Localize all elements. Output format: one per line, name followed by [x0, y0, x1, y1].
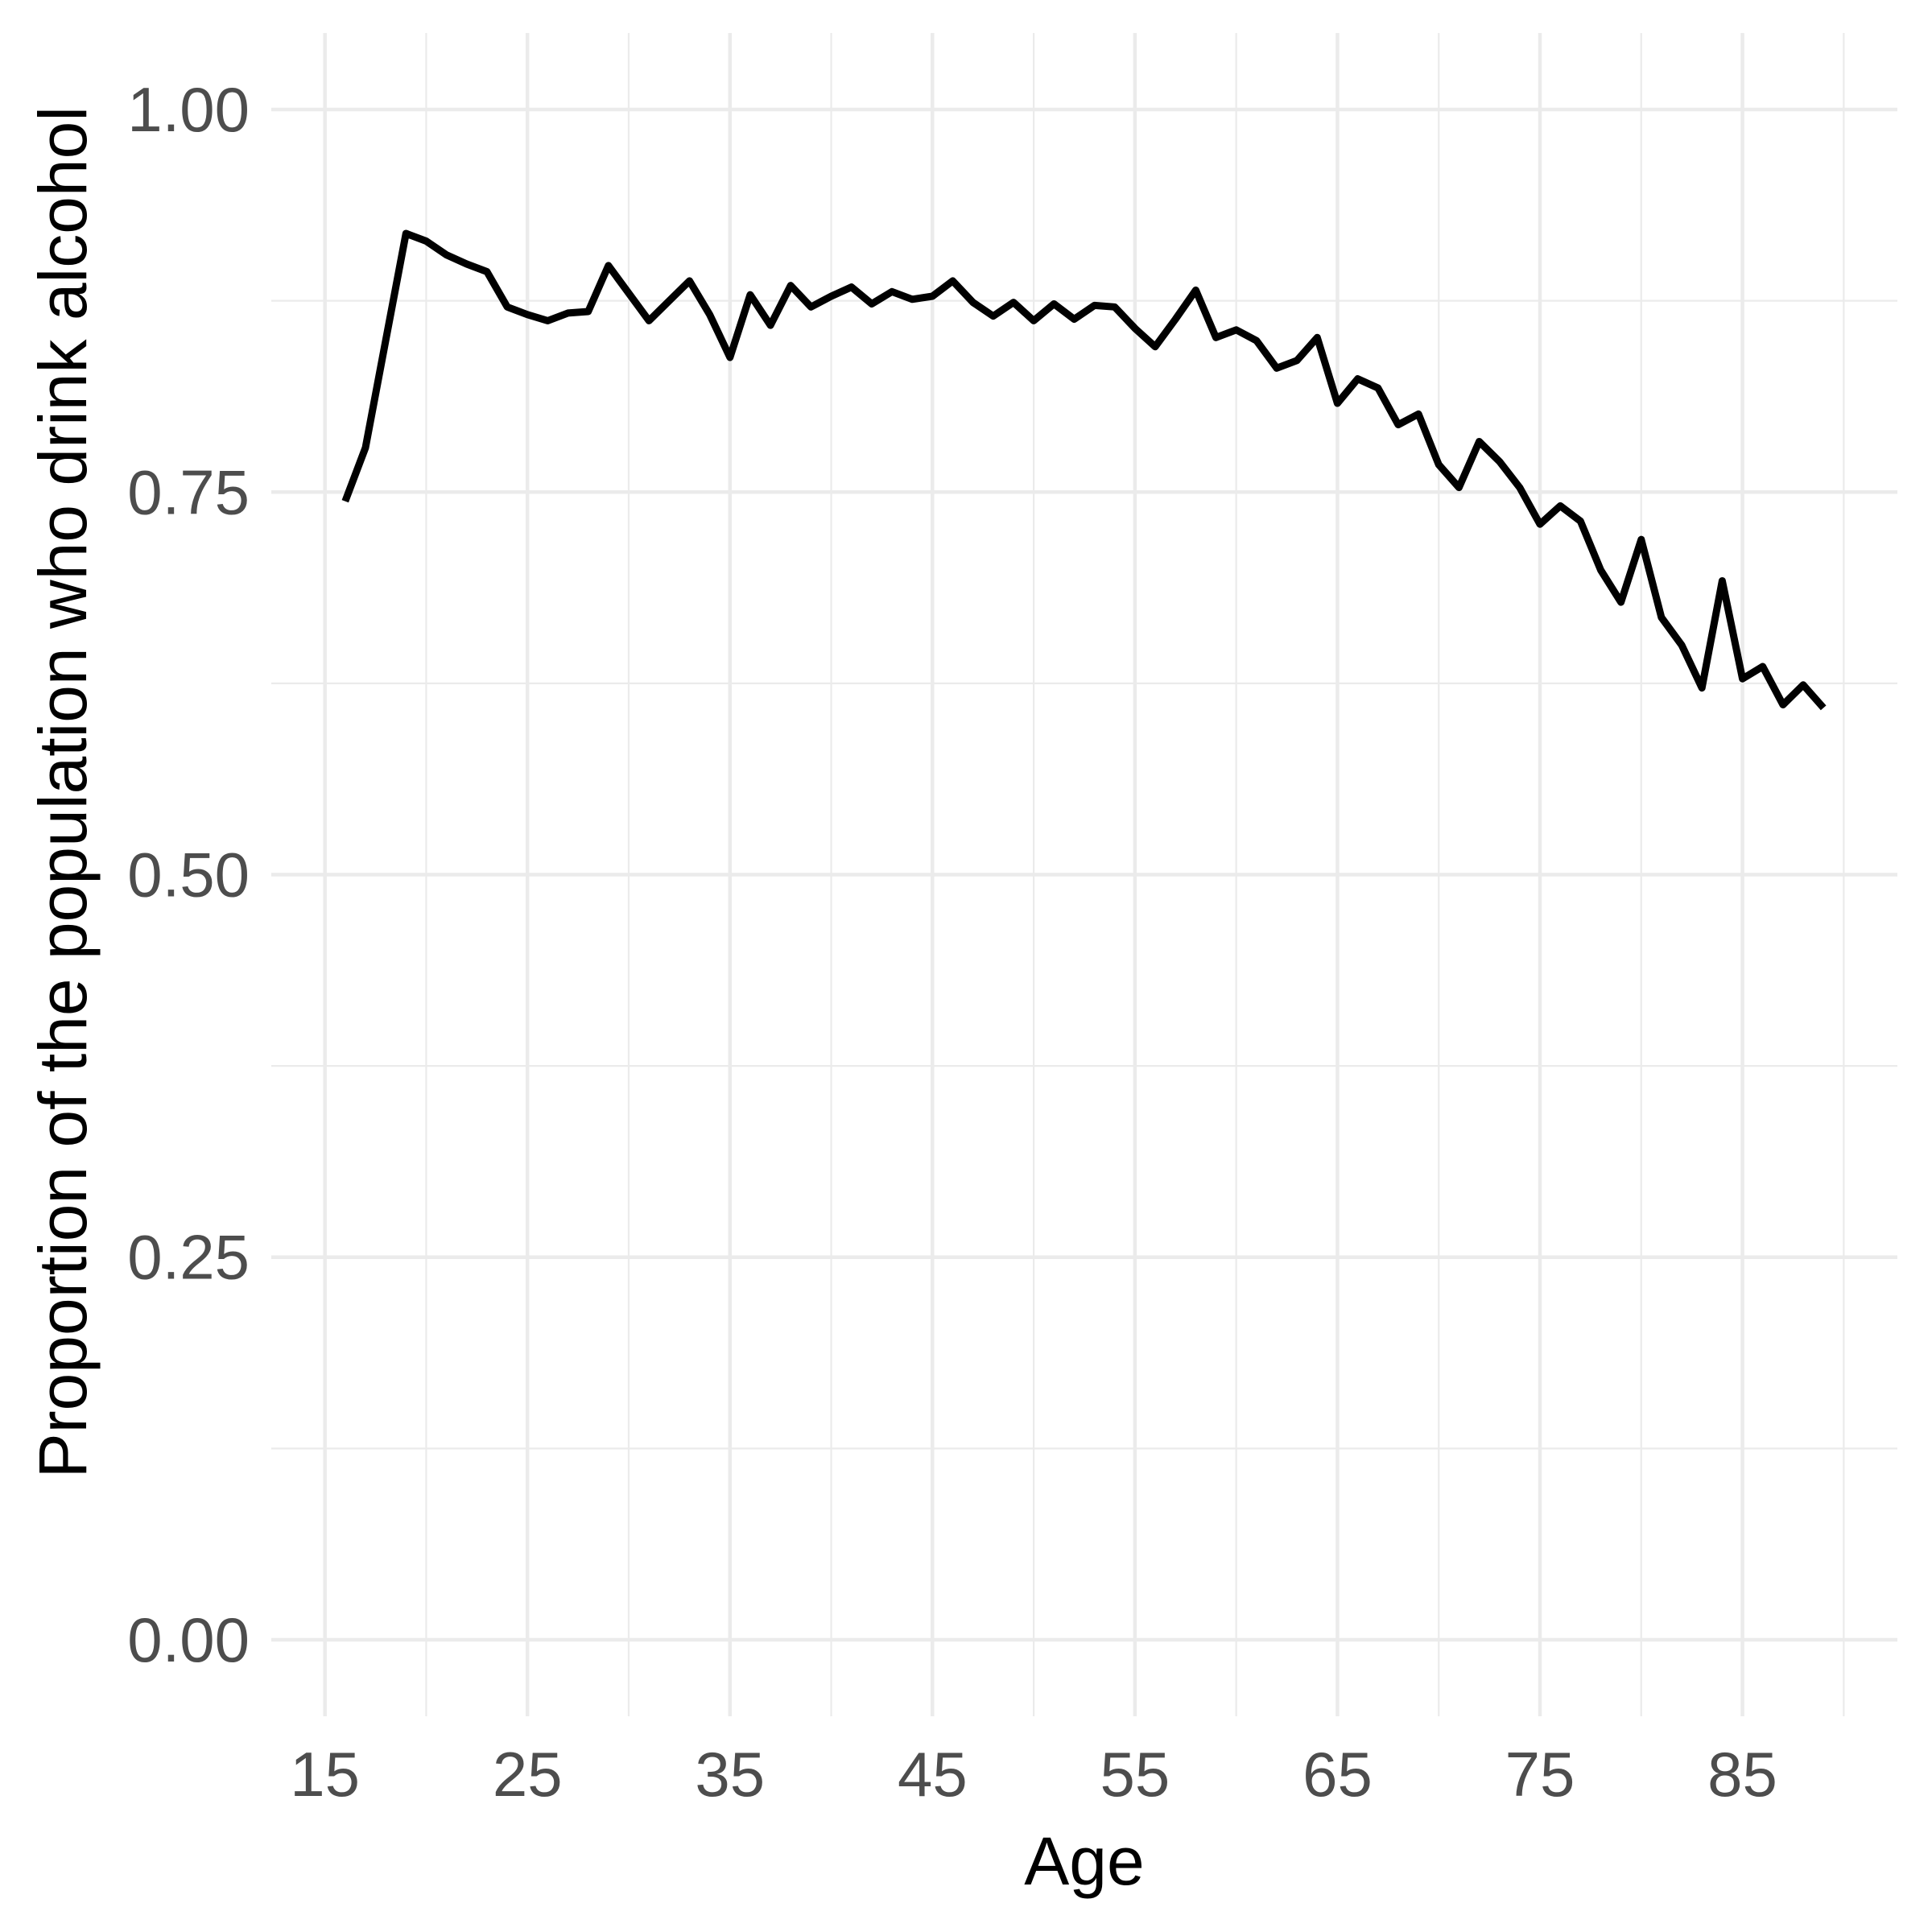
x-tick-label: 15: [290, 1739, 360, 1810]
x-tick-label: 35: [695, 1739, 765, 1810]
data-line: [341, 229, 1827, 711]
x-axis-title: Age: [1024, 1823, 1145, 1899]
x-tick-label: 65: [1302, 1739, 1373, 1810]
y-axis-title: Proportion of the population who drink a…: [24, 105, 101, 1479]
x-tick-label: 45: [898, 1739, 968, 1810]
x-tick-label: 85: [1707, 1739, 1777, 1810]
y-tick-label: 1.00: [127, 74, 250, 145]
y-tick-label: 0.25: [127, 1222, 250, 1293]
x-tick-label: 25: [493, 1739, 563, 1810]
x-tick-label: 75: [1505, 1739, 1575, 1810]
y-tick-label: 0.75: [127, 456, 250, 527]
y-tick-label: 0.00: [127, 1604, 250, 1675]
x-tick-label: 55: [1100, 1739, 1170, 1810]
y-tick-label: 0.50: [127, 840, 250, 910]
